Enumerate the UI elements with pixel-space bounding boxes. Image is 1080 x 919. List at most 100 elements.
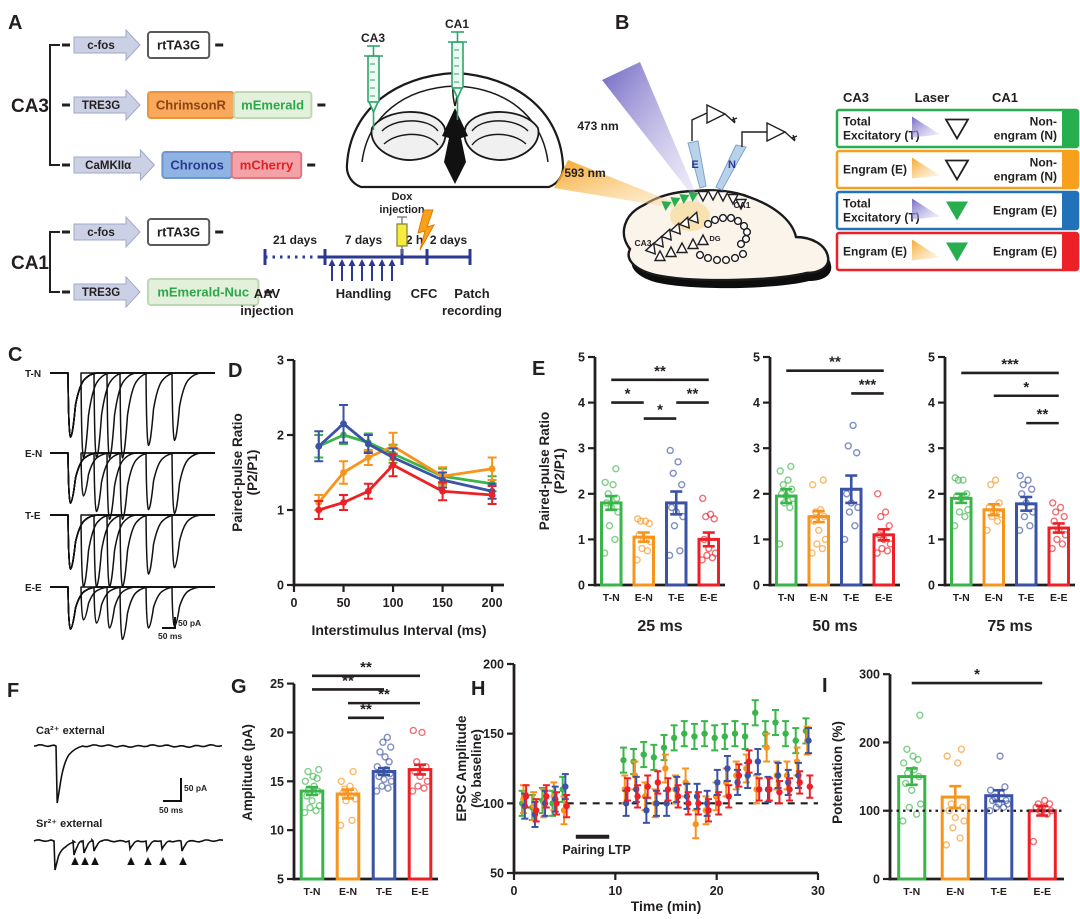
data-point — [705, 544, 713, 553]
data-point — [819, 476, 828, 484]
y-axis-title: Paired-pulse Ratio — [230, 413, 245, 532]
data-point — [601, 478, 609, 487]
granule-cell — [730, 253, 740, 263]
data-point — [376, 748, 384, 756]
data-point — [1027, 485, 1036, 493]
data-point — [604, 490, 612, 498]
dna-dash — [307, 163, 316, 167]
y-tick-label: 300 — [859, 668, 880, 682]
data-point — [349, 767, 357, 776]
y-tick-label: 100 — [859, 804, 880, 818]
x-tick-label: 0 — [291, 596, 298, 610]
data-point — [389, 461, 397, 469]
data-point — [960, 817, 968, 825]
x-axis-title: Interstimulus Interval (ms) — [311, 622, 486, 638]
y-axis-title: Potentiation (%) — [830, 721, 845, 824]
data-point — [340, 785, 349, 793]
data-point — [1050, 517, 1058, 525]
data-point — [786, 503, 794, 512]
data-point — [677, 480, 686, 489]
data-point — [653, 800, 660, 807]
data-point — [304, 767, 312, 776]
viral-constructs: c-fos rtTA3G TRE3G ChrimsonR mEmerald CaMKIIα… — [11, 28, 326, 309]
granule-cell — [695, 250, 705, 260]
legend-ca1-text: Non- — [1030, 156, 1057, 170]
ca1-group-label: CA1 — [11, 253, 49, 274]
data-point — [1040, 796, 1049, 805]
dna-dash — [317, 103, 326, 107]
data-point — [418, 728, 426, 737]
data-point — [301, 777, 310, 785]
data-point — [703, 551, 711, 560]
data-point — [951, 474, 959, 482]
data-point — [644, 783, 651, 790]
data-point — [300, 808, 309, 817]
data-point — [624, 786, 631, 793]
data-point — [949, 824, 957, 832]
granule-cell — [741, 234, 751, 244]
data-point — [808, 549, 816, 557]
data-point — [874, 490, 882, 498]
timeline-event-label: Handling — [336, 286, 392, 301]
data-point — [381, 753, 389, 761]
data-point — [674, 793, 682, 800]
data-point — [315, 802, 324, 810]
data-point — [962, 490, 971, 498]
data-point — [612, 465, 620, 473]
x-axis-title: Time (min) — [631, 898, 702, 914]
pyramidal-cell — [675, 241, 689, 254]
pairing-ltp-label: Pairing LTP — [562, 843, 631, 857]
y-tick-label: 200 — [859, 736, 880, 750]
epsc-trace — [50, 372, 215, 442]
data-point — [372, 787, 381, 795]
syringe-ca1 — [448, 31, 467, 120]
data-point — [715, 800, 722, 807]
laser-473-label: 473 nm — [577, 119, 618, 133]
data-point — [650, 754, 658, 761]
data-point — [910, 766, 918, 774]
scale-bar — [162, 617, 176, 629]
event-arrowhead-icon — [91, 857, 99, 865]
timeline-segment-label: 2 h — [406, 233, 423, 247]
x-tick-label: 30 — [811, 884, 825, 898]
dna-dash — [264, 290, 273, 294]
ca1-bracket — [49, 231, 60, 293]
y-tick-label: 5 — [753, 351, 760, 365]
data-point — [777, 490, 786, 498]
data-point — [351, 795, 360, 803]
legend-nonengram-triangle-icon — [944, 159, 970, 182]
data-point — [602, 499, 611, 507]
sr-external-label: Sr²⁺ external — [36, 818, 102, 830]
data-point — [340, 499, 347, 506]
category-label: E-N — [635, 592, 653, 604]
granule-cell — [721, 255, 731, 265]
dna-dash — [62, 103, 70, 107]
data-point — [1048, 544, 1056, 553]
region-ca1-label: CA1 — [733, 200, 750, 210]
data-point — [776, 467, 784, 475]
data-point — [635, 531, 643, 539]
data-point — [522, 793, 530, 800]
electrode-n-label: N — [728, 159, 736, 171]
data-point — [670, 522, 679, 530]
legend-laser-icon — [912, 157, 940, 179]
y-axis-title: (% baseline) — [469, 729, 484, 808]
data-point — [905, 803, 914, 812]
data-point — [964, 506, 972, 514]
y-tick-label: 0 — [753, 579, 760, 593]
pyramidal-cell — [653, 249, 667, 262]
legend-ca1-text: Engram (E) — [993, 245, 1057, 259]
data-point — [533, 807, 540, 814]
y-tick-label: 2 — [578, 487, 585, 501]
data-point — [731, 730, 739, 737]
laser-beam-593nm — [554, 160, 698, 212]
pyramidal-cell — [669, 221, 682, 235]
data-point — [488, 491, 496, 499]
data-point — [414, 782, 422, 790]
data-point — [1002, 796, 1010, 805]
data-point — [699, 494, 707, 503]
event-arrowhead-icon — [179, 857, 187, 865]
data-point — [698, 556, 706, 564]
ca-external-label: Ca²⁺ external — [36, 725, 105, 737]
data-point — [669, 469, 677, 477]
